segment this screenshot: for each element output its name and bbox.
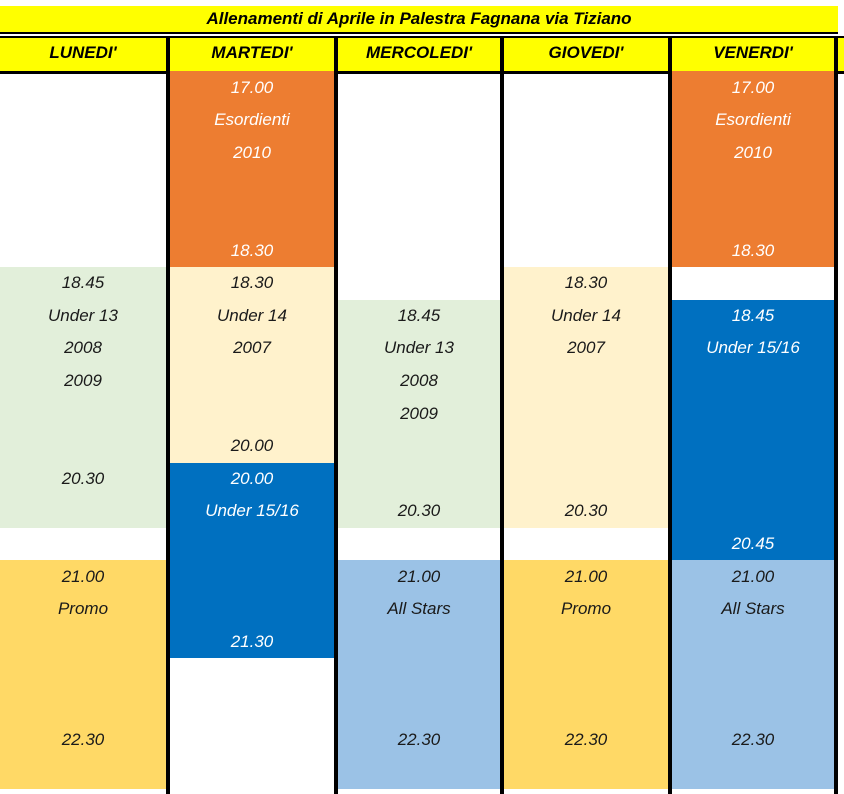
session-block [672, 560, 834, 789]
session-block [0, 267, 166, 528]
session-block [170, 267, 334, 463]
session-text: 21.00 [731, 567, 775, 586]
session-text: Under 15/16 [706, 338, 800, 357]
session-text: 21.30 [230, 632, 274, 651]
session-text: Under 13 [48, 306, 118, 325]
session-text: 20.00 [230, 469, 274, 488]
session-block [504, 267, 668, 528]
session-text: 18.30 [230, 241, 274, 260]
session-text: 18.45 [61, 273, 105, 292]
day-header: GIOVEDI' [548, 42, 624, 62]
day-header: MERCOLEDI' [365, 42, 473, 62]
session-text: 22.30 [564, 730, 608, 749]
session-block [170, 71, 334, 267]
session-text: 20.00 [230, 436, 274, 455]
session-text: 20.30 [564, 501, 608, 520]
session-text: 17.00 [230, 78, 274, 97]
day-header-row [0, 36, 844, 74]
session-text: Under 14 [551, 306, 621, 325]
day-header: VENERDI' [713, 42, 793, 62]
session-text: Under 14 [217, 306, 287, 325]
session-block [170, 463, 334, 658]
session-text: All Stars [721, 599, 785, 618]
session-block [672, 300, 834, 560]
session-text: 2008 [400, 371, 438, 390]
session-text: Promo [57, 599, 109, 618]
session-text: All Stars [387, 599, 451, 618]
session-text: 21.00 [397, 567, 441, 586]
session-text: 18.45 [397, 306, 441, 325]
session-text: 20.30 [61, 469, 105, 488]
session-text: 18.30 [230, 273, 274, 292]
session-text: 18.30 [564, 273, 608, 292]
session-text: 21.00 [61, 567, 105, 586]
session-text: 20.45 [731, 534, 775, 553]
column-divider [166, 36, 170, 794]
day-header: MARTEDI' [211, 42, 293, 62]
session-block [0, 560, 166, 789]
session-text: 22.30 [397, 730, 441, 749]
schedule-title: Allenamenti di Aprile in Palestra Fagnan… [0, 6, 838, 34]
session-text: Under 15/16 [205, 501, 299, 520]
column-divider [334, 36, 338, 794]
session-block [672, 71, 834, 267]
session-text: 2008 [64, 338, 102, 357]
session-text: 2009 [400, 404, 438, 423]
session-text: 22.30 [731, 730, 775, 749]
session-text: Under 13 [384, 338, 454, 357]
column-divider [500, 36, 504, 794]
session-text: 18.45 [731, 306, 775, 325]
column-divider [834, 36, 838, 794]
session-block [338, 300, 500, 528]
session-text: 2009 [64, 371, 102, 390]
session-text: 17.00 [731, 78, 775, 97]
session-text: Promo [560, 599, 612, 618]
session-text: 2010 [734, 143, 772, 162]
session-text: 21.00 [564, 567, 608, 586]
session-block [504, 560, 668, 789]
day-header: LUNEDI' [49, 42, 117, 62]
session-text: 2007 [233, 338, 271, 357]
session-text: Esordienti [715, 110, 791, 129]
session-block [338, 560, 500, 789]
session-text: 2007 [567, 338, 605, 357]
session-text: 20.30 [397, 501, 441, 520]
session-text: 22.30 [61, 730, 105, 749]
column-divider [668, 36, 672, 794]
session-text: Esordienti [214, 110, 290, 129]
session-text: 2010 [233, 143, 271, 162]
session-text: 18.30 [731, 241, 775, 260]
